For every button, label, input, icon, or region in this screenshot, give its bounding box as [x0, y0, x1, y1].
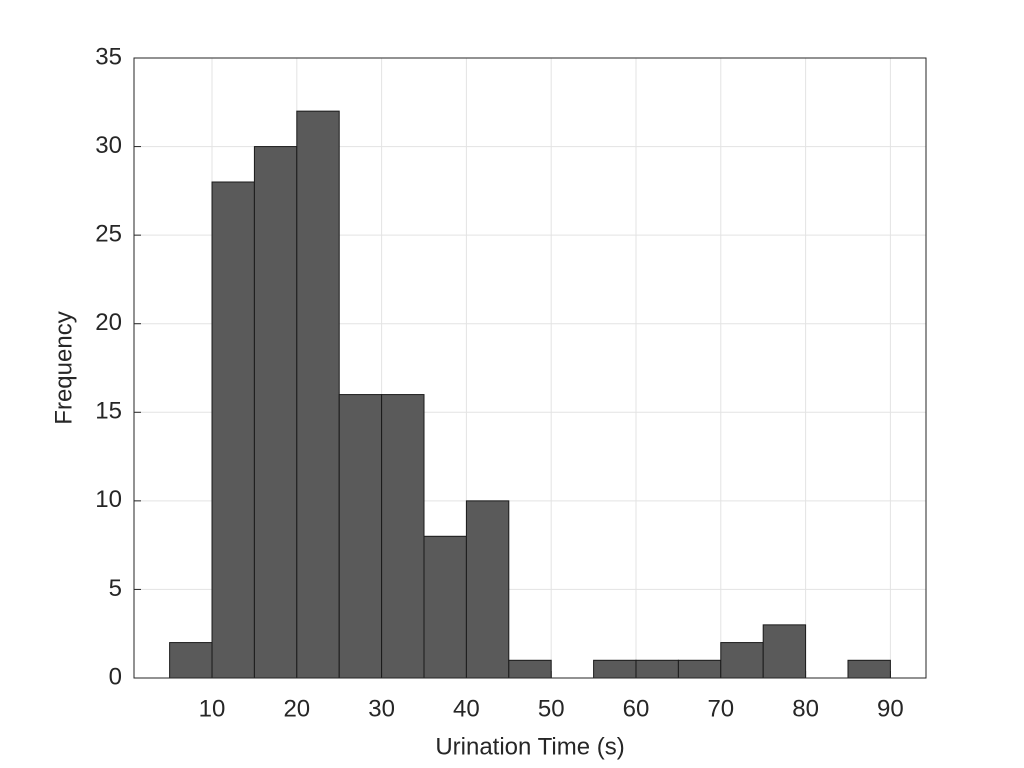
bar: [593, 659, 637, 679]
bar: [169, 642, 213, 679]
bar: [253, 146, 298, 679]
y-tick-label: 20: [95, 309, 122, 336]
x-tick-label: 70: [707, 695, 734, 722]
y-tick-label: 25: [95, 220, 122, 247]
x-axis-label: Urination Time (s): [435, 733, 624, 760]
x-tick-label: 50: [538, 695, 565, 722]
bar: [211, 181, 255, 679]
x-tick-label: 90: [877, 695, 904, 722]
plot-frame: [133, 57, 927, 679]
bar: [635, 659, 679, 679]
bar: [381, 394, 425, 679]
y-axis-label: Frequency: [50, 311, 77, 424]
bar: [465, 500, 510, 679]
x-tick-label: 60: [623, 695, 650, 722]
x-tick-label: 20: [283, 695, 310, 722]
bar: [296, 110, 340, 679]
y-tick-label: 5: [109, 575, 122, 602]
x-tick-label: 40: [453, 695, 480, 722]
y-tick-label: 30: [95, 132, 122, 159]
bar: [338, 394, 383, 679]
bar: [847, 659, 891, 679]
bar: [508, 659, 552, 679]
y-tick-label: 35: [95, 43, 122, 70]
x-tick-label: 80: [792, 695, 819, 722]
bar: [423, 535, 467, 679]
bar: [762, 624, 807, 679]
y-tick-label: 15: [95, 398, 122, 425]
y-tick-label: 0: [109, 663, 122, 690]
x-tick-label: 30: [368, 695, 395, 722]
x-tick-label: 10: [199, 695, 226, 722]
bar: [677, 659, 722, 679]
y-tick-label: 10: [95, 486, 122, 513]
bar: [720, 642, 764, 679]
